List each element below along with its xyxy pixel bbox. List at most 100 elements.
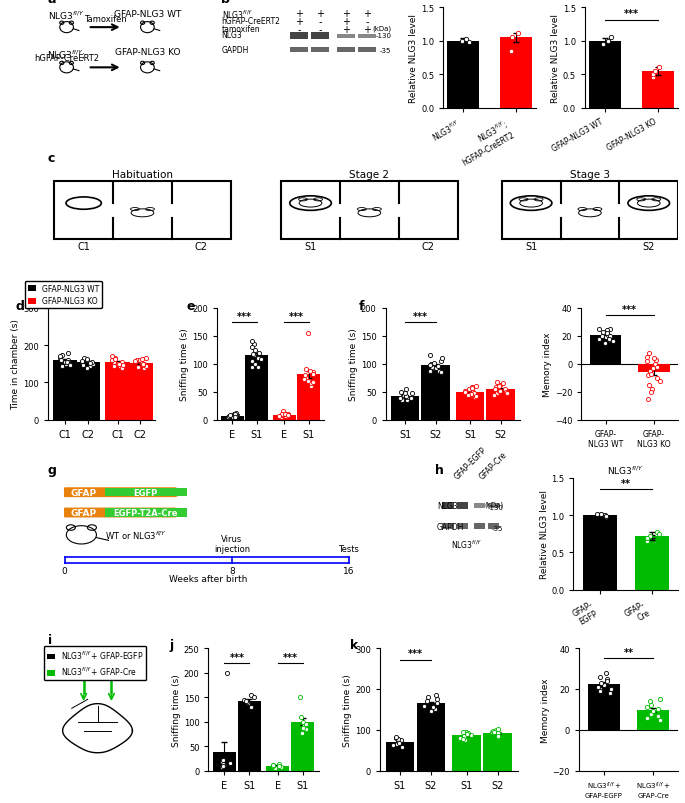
Point (434, 365, 445, 377)
Text: Weeks after birth: Weeks after birth (169, 575, 248, 584)
FancyBboxPatch shape (473, 503, 485, 509)
Text: **: ** (621, 478, 631, 488)
Point (77, 356, 88, 369)
FancyBboxPatch shape (358, 48, 375, 53)
Point (85, 360, 96, 373)
Point (419, 700, 430, 713)
Point (231, 410, 242, 422)
Text: C2: C2 (195, 242, 208, 252)
Point (247, 361, 258, 373)
Text: ***: *** (283, 652, 298, 662)
Point (129, 355, 140, 368)
Text: **: ** (623, 647, 634, 658)
Bar (456, 393, 484, 420)
Point (302, 328, 313, 340)
Point (303, 375, 314, 388)
Bar (53, 361, 77, 420)
Bar (588, 684, 620, 730)
Text: NLG3: NLG3 (437, 501, 458, 511)
Point (650, 358, 661, 371)
Point (240, 695, 251, 707)
Point (600, 509, 611, 522)
Point (218, 760, 229, 772)
Text: GFAP: GFAP (70, 488, 96, 497)
Bar (266, 766, 289, 771)
Point (490, 384, 501, 397)
Point (282, 410, 293, 422)
Point (277, 409, 288, 422)
Text: 0: 0 (62, 567, 68, 576)
FancyBboxPatch shape (443, 524, 453, 529)
Point (138, 358, 149, 371)
Point (225, 410, 236, 422)
Point (430, 703, 441, 716)
Text: +: + (342, 17, 350, 27)
Point (301, 364, 312, 377)
Point (117, 361, 128, 374)
Bar (64, 508, 101, 517)
Bar (75, 363, 100, 420)
Point (107, 350, 118, 363)
Point (393, 736, 404, 749)
FancyBboxPatch shape (443, 503, 453, 509)
Point (390, 731, 401, 744)
Point (594, 333, 605, 346)
Point (654, 62, 665, 75)
Point (603, 333, 614, 346)
Point (493, 727, 503, 740)
Text: EGFP: EGFP (134, 488, 158, 497)
Point (245, 688, 256, 701)
Point (276, 408, 287, 421)
Point (646, 383, 657, 396)
Point (277, 406, 288, 418)
Text: tamoxifen: tamoxifen (221, 25, 260, 34)
Point (276, 410, 287, 422)
Point (426, 361, 437, 373)
Point (602, 324, 613, 337)
Text: -: - (318, 17, 322, 27)
Point (651, 372, 662, 385)
Y-axis label: Memory index: Memory index (543, 332, 552, 397)
Point (110, 353, 121, 365)
Text: Stage 3: Stage 3 (570, 170, 610, 180)
Point (595, 685, 606, 698)
Text: Stage 2: Stage 2 (349, 170, 389, 180)
Point (300, 372, 311, 385)
Text: (kDa): (kDa) (372, 25, 391, 31)
Point (471, 390, 482, 403)
Point (606, 683, 616, 695)
Point (246, 701, 257, 714)
Point (597, 330, 608, 343)
FancyBboxPatch shape (290, 33, 308, 40)
FancyBboxPatch shape (358, 35, 375, 39)
Point (231, 407, 242, 420)
Point (308, 366, 319, 379)
Text: C2: C2 (422, 242, 435, 252)
Point (247, 336, 258, 349)
Point (601, 675, 612, 687)
Point (655, 375, 666, 388)
Point (138, 358, 149, 371)
Text: ***: *** (413, 312, 428, 321)
Bar (636, 536, 668, 590)
Point (301, 723, 312, 736)
Text: C1: C1 (77, 242, 90, 252)
Point (395, 392, 406, 405)
Point (458, 732, 469, 745)
Text: j: j (170, 638, 174, 651)
Bar (642, 71, 674, 108)
Point (56, 349, 67, 361)
Point (593, 323, 604, 336)
Text: GFAP-NLG3 WT: GFAP-NLG3 WT (114, 10, 181, 19)
Point (134, 354, 145, 367)
Point (108, 356, 119, 369)
Point (595, 507, 606, 520)
FancyBboxPatch shape (473, 524, 485, 529)
Point (641, 711, 652, 724)
Text: WT or NLG3$^{fl/Y}$: WT or NLG3$^{fl/Y}$ (105, 529, 166, 541)
Point (603, 35, 614, 48)
Text: Virus
injection: Virus injection (214, 534, 250, 553)
Point (601, 332, 612, 344)
Text: -130: -130 (488, 504, 503, 511)
Text: d: d (16, 300, 25, 312)
